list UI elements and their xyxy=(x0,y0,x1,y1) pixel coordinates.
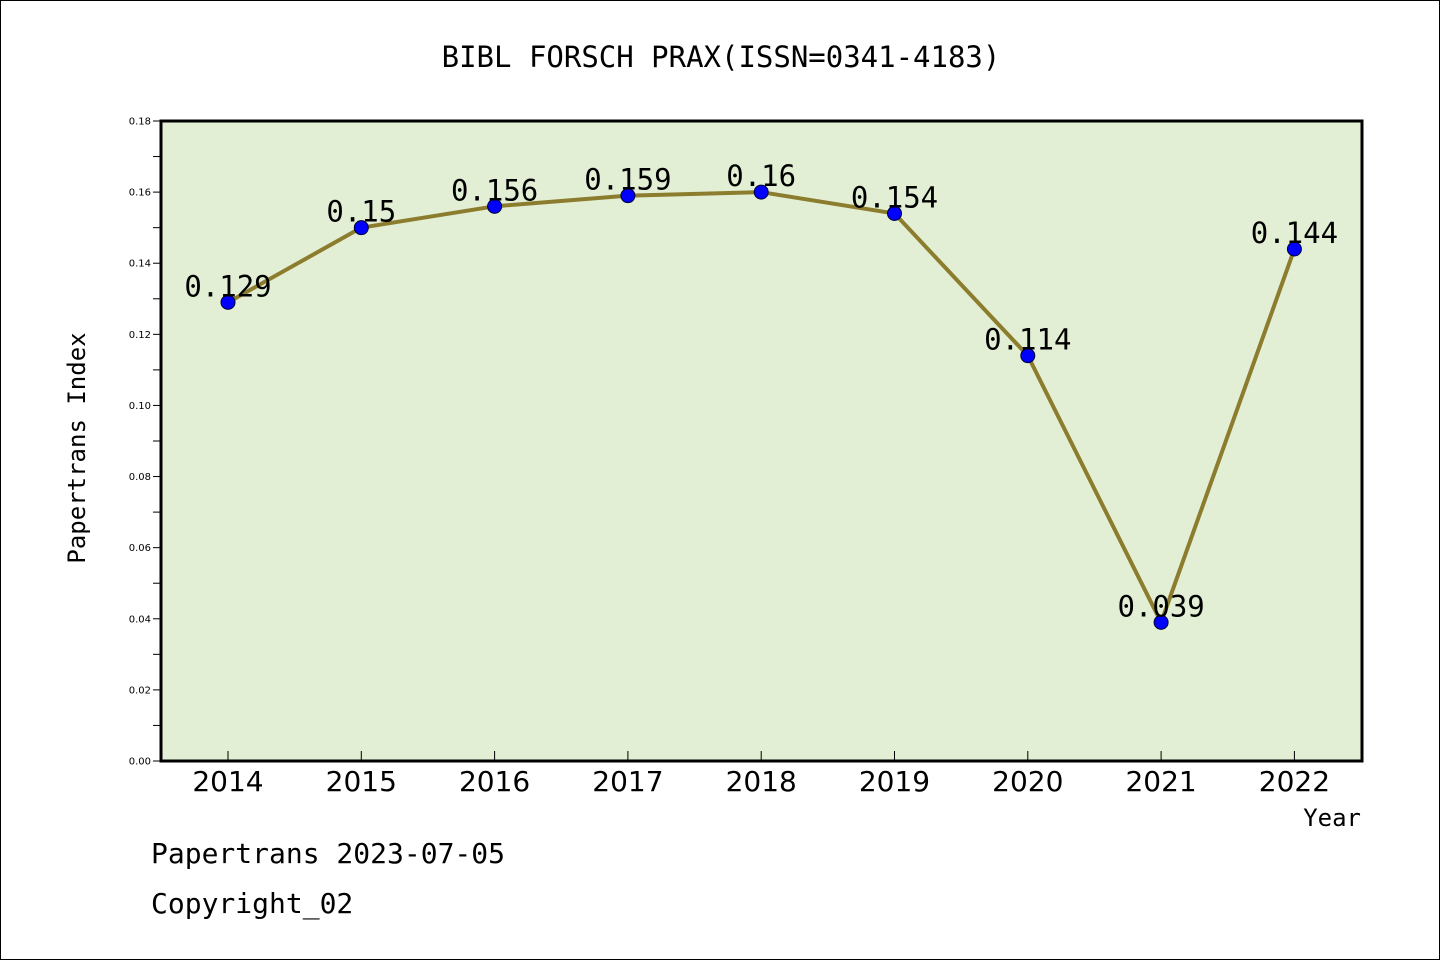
x-tick-label: 2017 xyxy=(592,765,663,798)
data-label: 0.159 xyxy=(584,163,671,197)
data-point xyxy=(887,205,902,221)
data-point xyxy=(1153,614,1169,630)
footer-copyright-text: Copyright_02 xyxy=(151,887,354,920)
y-tick-label: 0.08 xyxy=(129,472,151,483)
data-point xyxy=(353,220,369,236)
data-point xyxy=(753,184,769,200)
data-point xyxy=(220,294,236,310)
x-tick-label: 2020 xyxy=(992,765,1063,798)
data-label: 0.114 xyxy=(984,323,1071,357)
data-point xyxy=(620,188,636,204)
footer-date-text: Papertrans 2023-07-05 xyxy=(151,837,506,870)
data-label: 0.154 xyxy=(851,180,938,214)
y-tick-label: 0.02 xyxy=(129,685,151,696)
x-tick-label: 2016 xyxy=(459,765,530,798)
data-label: 0.15 xyxy=(326,195,396,229)
x-tick-label: 2021 xyxy=(1125,765,1196,798)
y-tick-label: 0.12 xyxy=(129,330,151,341)
x-tick-label: 2014 xyxy=(192,765,263,798)
x-tick-label: 2018 xyxy=(726,765,797,798)
y-axis-label: Papertrans Index xyxy=(63,332,91,563)
y-tick-label: 0.00 xyxy=(129,757,151,768)
y-tick-label: 0.04 xyxy=(129,614,151,625)
x-axis: 2014 2015 2016 2017 2018 2019 2020 2021 2022 xyxy=(192,751,1330,798)
plot-border xyxy=(159,119,1364,763)
y-tick-label: 0.14 xyxy=(129,259,151,270)
x-axis-label: Year xyxy=(1303,804,1361,832)
data-label: 0.039 xyxy=(1117,589,1204,623)
y-tick-label: 0.10 xyxy=(129,401,151,412)
x-tick-label: 2019 xyxy=(859,765,930,798)
chart-title: BIBL FORSCH PRAX(ISSN=0341-4183) xyxy=(442,40,1001,74)
y-tick-label: 0.16 xyxy=(129,188,151,199)
data-points xyxy=(220,184,1302,630)
data-point xyxy=(1020,348,1036,364)
y-axis: 0.00 0.02 0.04 0.06 0.08 0.10 0.12 0.14 0.16 0.18 xyxy=(129,117,161,768)
data-label: 0.144 xyxy=(1251,216,1338,250)
data-point xyxy=(487,198,503,214)
data-label: 0.156 xyxy=(451,173,538,207)
data-label: 0.16 xyxy=(726,159,796,193)
y-tick-label: 0.06 xyxy=(129,543,151,554)
x-tick-label: 2015 xyxy=(326,765,397,798)
y-tick-label: 0.18 xyxy=(129,117,151,128)
x-tick-label: 2022 xyxy=(1259,765,1330,798)
data-label: 0.129 xyxy=(184,269,271,303)
data-point xyxy=(1286,241,1302,257)
data-labels: 0.129 0.15 0.156 0.159 0.16 0.154 0.114 0.039 0.… xyxy=(184,159,1338,623)
